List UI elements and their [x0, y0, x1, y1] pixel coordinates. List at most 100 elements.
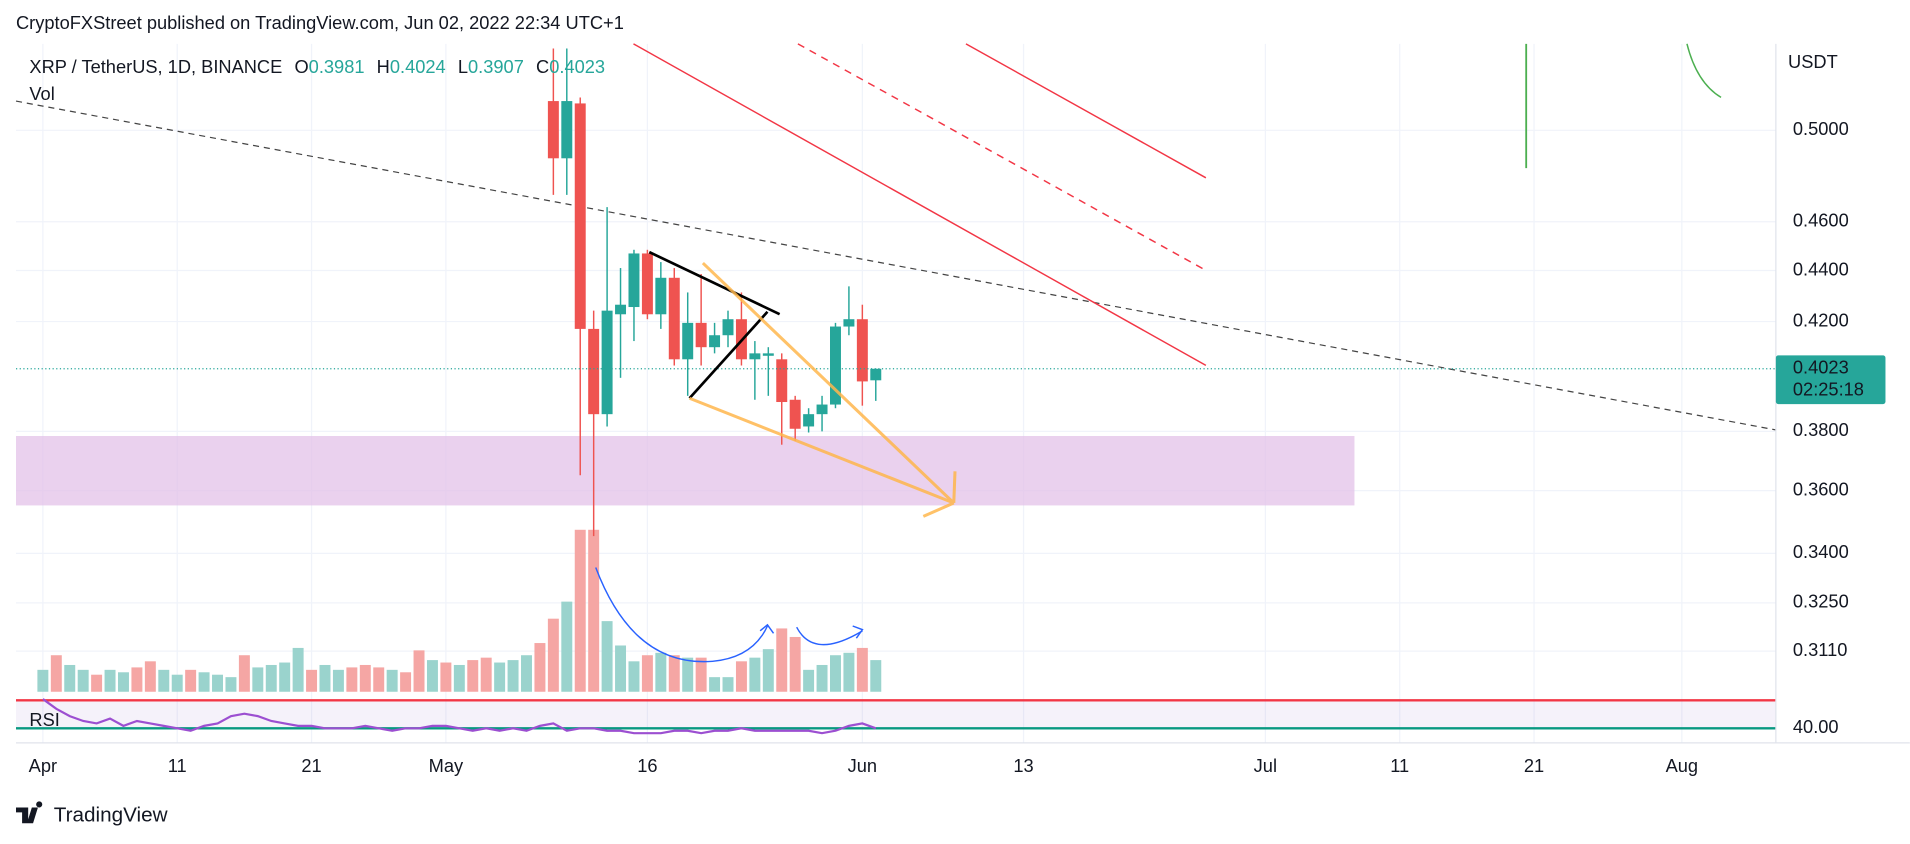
volume-bar [480, 657, 492, 692]
candle-body [668, 277, 680, 360]
footer: TradingView [54, 803, 168, 826]
volume-bar [628, 661, 640, 692]
volume-bar [158, 669, 170, 692]
legend: XRP / TetherUS, 1D, BINANCE O0.3981 H0.402… [29, 56, 605, 77]
candle-body [789, 399, 801, 429]
y-tick-label: 0.5000 [1793, 118, 1849, 139]
x-tick-label: May [429, 755, 464, 776]
logo-mark [16, 801, 43, 824]
volume-bar [856, 647, 868, 692]
volume-bar [265, 664, 277, 692]
arc-head [852, 625, 864, 639]
x-tick-label: Apr [29, 755, 57, 776]
price-tag-countdown: 02:25:18 [1793, 379, 1864, 400]
volume-bar [776, 628, 788, 692]
volume-bar [561, 601, 573, 692]
volume-bar [359, 664, 371, 692]
volume-bar [426, 660, 438, 692]
arc [1686, 43, 1722, 99]
arrow-head [922, 501, 955, 518]
candle-body [574, 103, 586, 329]
volume-bar [762, 649, 774, 692]
triangle-edge [688, 310, 769, 400]
candle-body [843, 319, 855, 327]
y-tick-label: 0.3600 [1793, 478, 1849, 499]
rsi-line [42, 698, 877, 735]
y-tick-label: 0.3110 [1793, 639, 1847, 660]
volume-bar [373, 667, 385, 692]
rsi-pane [16, 698, 1776, 735]
arc-head [759, 623, 775, 634]
candle-body [870, 368, 882, 381]
volume-bar [722, 677, 734, 692]
volume-bar [870, 660, 882, 692]
legend-value: 0.3907 [468, 56, 524, 77]
volume-bar [171, 674, 183, 692]
y-tick-label: 0.4200 [1793, 309, 1849, 330]
candle-body [655, 277, 667, 315]
x-tick-label: 11 [168, 755, 187, 776]
volume-bar [803, 669, 815, 692]
volume-label: Vol [29, 83, 54, 104]
x-tick-label: Aug [1666, 755, 1698, 776]
rsi-label: RSI [29, 709, 59, 730]
volume-bar [467, 660, 479, 692]
volume-bar [292, 647, 304, 692]
volume-arcs [595, 567, 864, 663]
price-tag [1775, 355, 1886, 405]
plot [16, 48, 1776, 692]
candle-body [776, 359, 788, 403]
volume-bar [507, 660, 519, 692]
legend-value: 0.4023 [549, 56, 605, 77]
volume-bar [413, 650, 425, 692]
x-tick-label: Jun [848, 755, 877, 776]
volume-bar [77, 669, 89, 692]
volume-bar [37, 669, 49, 692]
candle-body [762, 353, 774, 356]
candle-body [628, 253, 640, 308]
projection [688, 261, 957, 518]
volume-bar [641, 655, 653, 692]
volume-bar [735, 661, 747, 692]
candle-body [803, 414, 815, 427]
y-tick-label: 0.3250 [1793, 591, 1849, 612]
x-tick-label: 11 [1390, 755, 1409, 776]
candle-body [695, 322, 707, 348]
volume-bar [682, 657, 694, 692]
channel-mid [797, 43, 1207, 272]
volume-bar [144, 661, 156, 692]
y-tick-label: 0.4400 [1793, 258, 1849, 279]
arc [595, 567, 769, 663]
volume-bar [521, 655, 532, 692]
grid [16, 43, 1776, 743]
candle-body [547, 101, 559, 159]
volume-bar [306, 669, 318, 692]
arrow-head [952, 471, 957, 504]
x-tick-label: 16 [637, 755, 657, 776]
candle-body [829, 326, 841, 405]
candle-body [816, 404, 828, 415]
volume-bar [655, 652, 667, 692]
volume-bar [252, 667, 264, 692]
volume-bar [574, 529, 586, 692]
triangle [648, 250, 781, 400]
volume-bar [601, 621, 613, 692]
volume-bar [198, 672, 210, 692]
y-tick-label: 0.4600 [1793, 210, 1849, 231]
volume-bar [346, 667, 358, 692]
legend-key: C [536, 56, 549, 77]
candle-body [561, 101, 573, 159]
candle-body [709, 335, 721, 348]
volume-bar [225, 677, 237, 692]
volume-bar [212, 674, 223, 692]
legend-value: 0.4024 [390, 56, 446, 77]
candle-body [856, 319, 868, 382]
symbol: XRP / TetherUS, 1D, BINANCE [29, 56, 282, 77]
x-tick-label: 21 [1524, 755, 1544, 776]
volume-bar [279, 662, 291, 692]
logo: TradingView [16, 801, 168, 826]
volume-bar [749, 657, 761, 692]
volume-bar [534, 643, 546, 692]
legend-key: O [294, 56, 308, 77]
rsi-tick-label: 40.00 [1793, 716, 1839, 737]
